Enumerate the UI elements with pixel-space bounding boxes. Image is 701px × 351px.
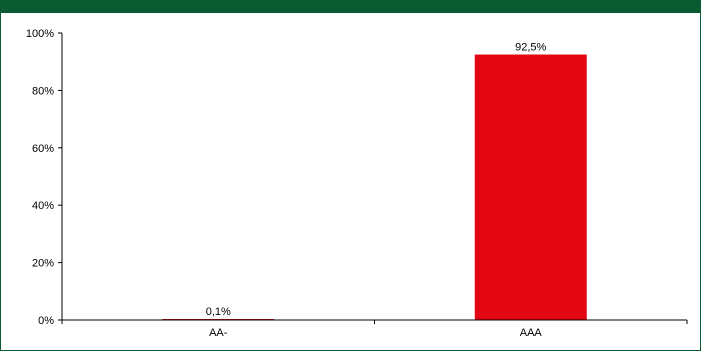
y-tick-label: 60% bbox=[32, 143, 54, 155]
y-tick-label: 20% bbox=[32, 258, 54, 270]
y-tick-label: 100% bbox=[26, 28, 54, 40]
bar-value-label: 0,1% bbox=[206, 306, 231, 318]
y-tick-label: 0% bbox=[38, 315, 54, 327]
y-tick-label: 80% bbox=[32, 85, 54, 97]
bar-value-label: 92,5% bbox=[515, 42, 546, 54]
x-tick-label: AAA bbox=[520, 327, 543, 339]
y-tick-label: 40% bbox=[32, 200, 54, 212]
x-axis-labels: AA- AAA bbox=[61, 320, 688, 339]
x-tick-label: AA- bbox=[209, 327, 228, 339]
bar-aaa bbox=[474, 54, 587, 321]
value-labels: 0,1% 92,5% bbox=[206, 42, 547, 318]
bars bbox=[162, 54, 587, 321]
header-band bbox=[0, 0, 701, 13]
y-axis-ticks: 0% 20% 40% 60% 80% 100% bbox=[26, 28, 62, 327]
